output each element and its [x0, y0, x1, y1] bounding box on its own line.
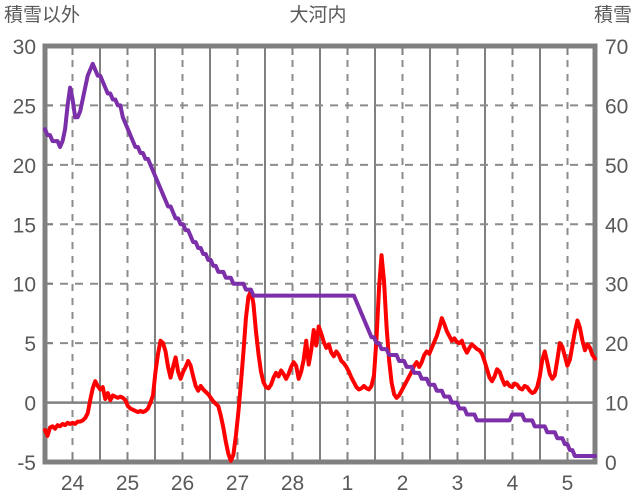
series-line-snow [43, 61, 597, 459]
y-axis-left-tick-label: 20 [13, 155, 36, 178]
x-axis-tick-label: 2 [397, 472, 409, 495]
x-axis-tick-label: 5 [562, 472, 574, 495]
y-axis-right-labels: 70 60 50 40 30 20 10 0 [605, 36, 628, 475]
y-axis-left-tick-label: 30 [13, 36, 36, 59]
y-axis-left-tick-label: 5 [24, 333, 36, 356]
x-axis-tick-label: 26 [171, 472, 194, 495]
plot-frame [42, 43, 598, 465]
x-axis-tick-label: 3 [452, 472, 464, 495]
y-axis-left-tick-label: -5 [17, 452, 36, 475]
chart-title: 大河内 [289, 5, 347, 26]
right-axis-title: 積雪 [593, 5, 632, 26]
x-axis-tick-label: 28 [281, 472, 304, 495]
y-axis-right-tick-label: 40 [605, 214, 628, 237]
y-axis-right-tick-label: 60 [605, 95, 628, 118]
gridlines-dashed-horizontal [45, 104, 595, 345]
y-axis-right-tick-label: 0 [605, 452, 617, 475]
plot-border [42, 43, 598, 465]
y-axis-right-tick-label: 20 [605, 333, 628, 356]
x-axis-tick-label: 24 [61, 472, 85, 495]
series-line-nonsnow [43, 253, 597, 463]
y-axis-right-tick-label: 70 [605, 36, 628, 59]
x-axis-tick-label: 4 [507, 472, 519, 495]
y-axis-left-labels: 30 25 20 15 10 5 0 -5 [13, 36, 36, 475]
x-axis-labels: 24 25 26 27 28 1 2 3 4 5 [61, 472, 574, 495]
series-lines [43, 61, 597, 463]
left-axis-title: 積雪以外 [4, 5, 81, 26]
gridlines-solid [99, 46, 541, 462]
y-axis-right-tick-label: 10 [605, 393, 628, 416]
y-axis-left-tick-label: 0 [24, 393, 36, 416]
y-axis-right-tick-label: 30 [605, 274, 628, 297]
x-axis-tick-label: 1 [342, 472, 354, 495]
x-axis-tick-label: 27 [226, 472, 249, 495]
y-axis-right-tick-label: 50 [605, 155, 628, 178]
y-axis-left-tick-label: 25 [13, 95, 36, 118]
y-axis-left-tick-label: 10 [13, 274, 36, 297]
x-axis-tick-label: 25 [116, 472, 139, 495]
y-axis-left-tick-label: 15 [13, 214, 36, 237]
